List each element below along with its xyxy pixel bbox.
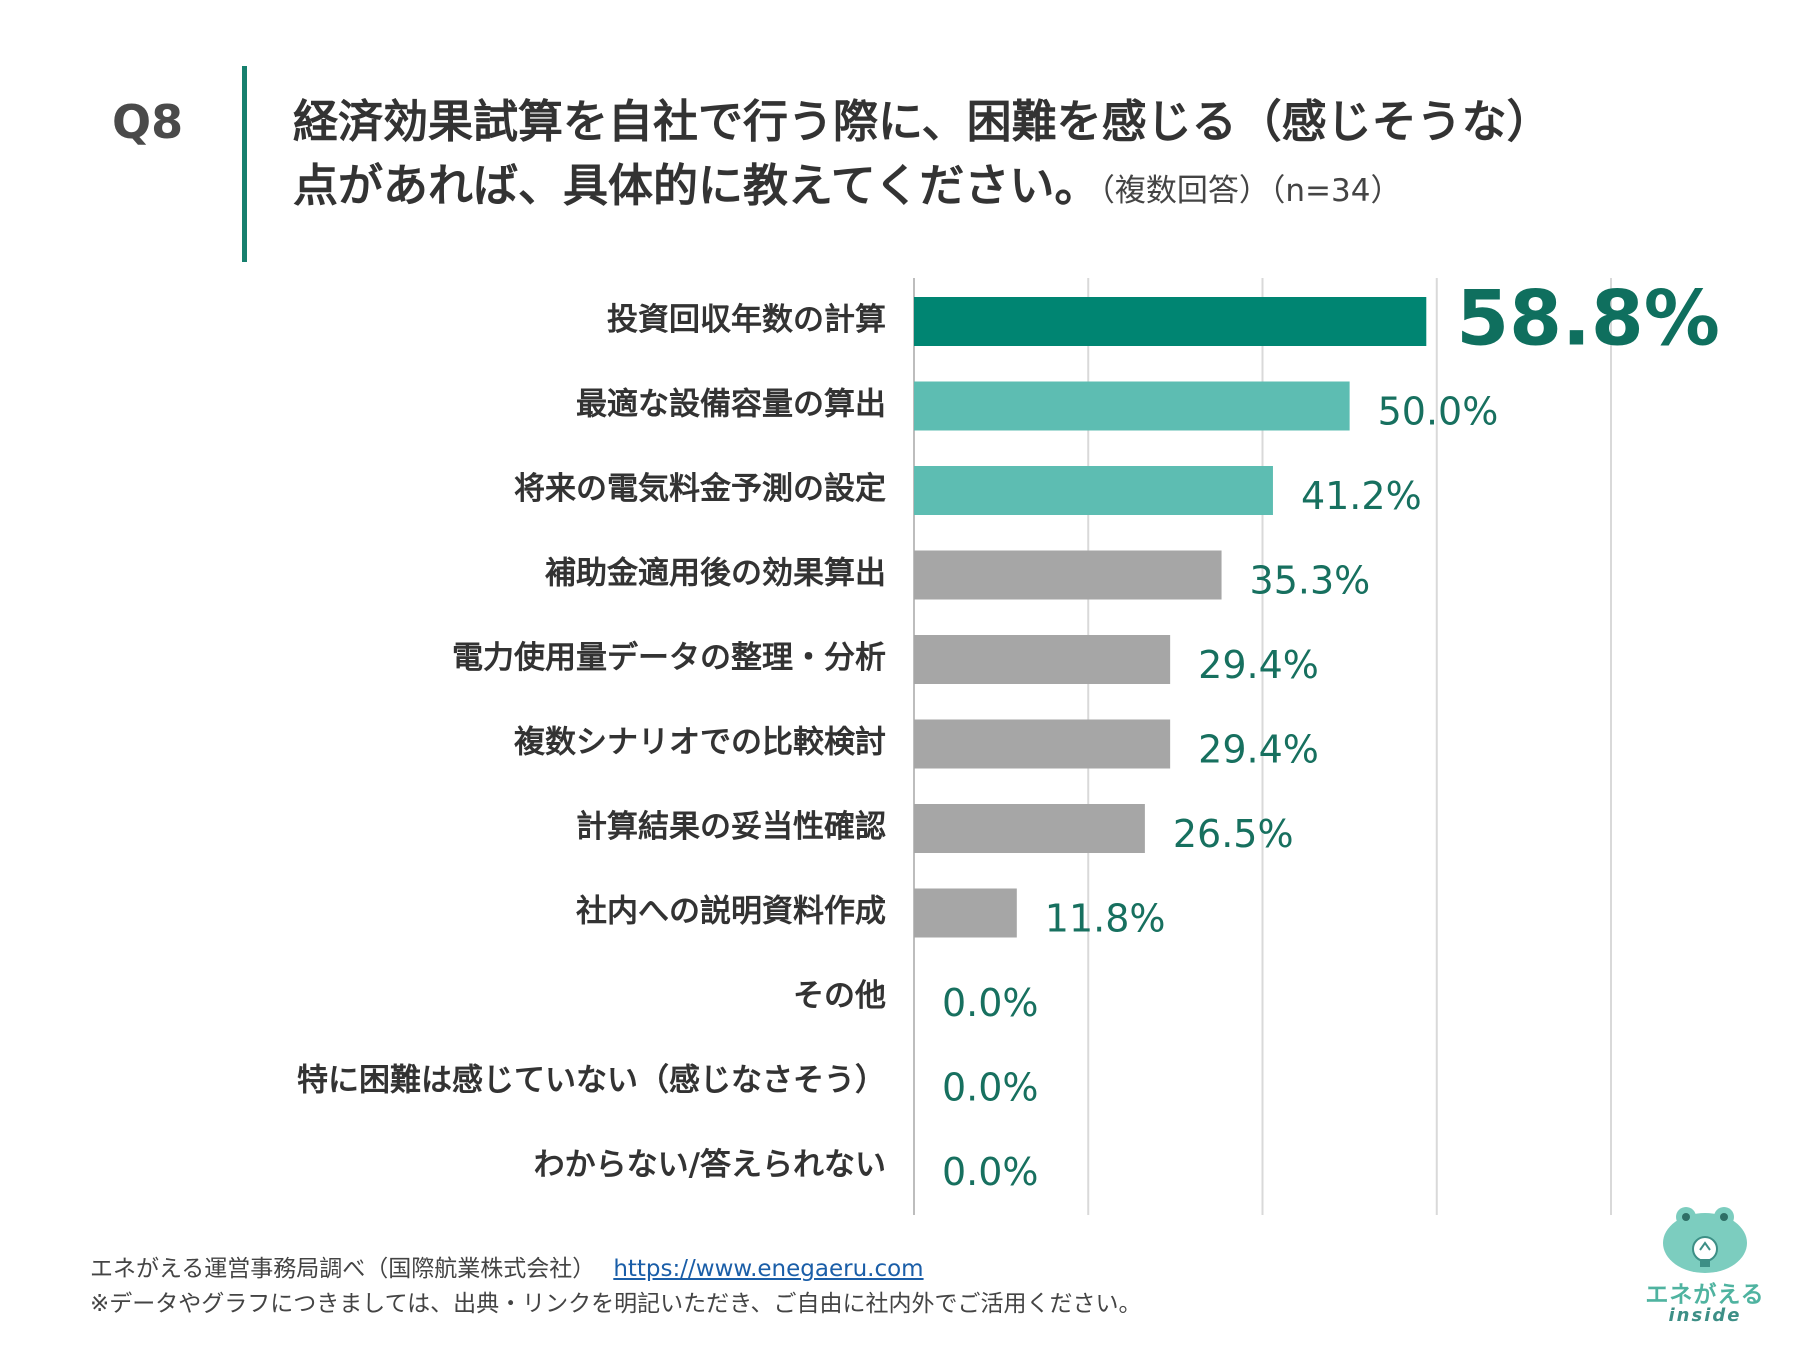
- category-label: 計算結果の妥当性確認: [576, 809, 886, 845]
- footer: エネがえる運営事務局調べ（国際航業株式会社） https://www.enegae…: [90, 1252, 1142, 1322]
- bar: [914, 297, 1427, 346]
- data-label: 11.8%: [1045, 897, 1166, 941]
- bar: [914, 466, 1273, 515]
- title-note: （複数回答）（n=34）: [1099, 173, 1402, 209]
- data-label: 0.0%: [942, 981, 1039, 1025]
- category-label: 電力使用量データの整理・分析: [452, 640, 886, 676]
- title-line-1: 経済効果試算を自社で行う際に、困難を感じる（感じそうな）: [293, 95, 1552, 148]
- bar-chart: 投資回収年数の計算 58.8% 最適な設備容量の算出 50.0% 将来の電気料金予測の設…: [297, 273, 1720, 1215]
- data-label: 26.5%: [1173, 812, 1294, 856]
- bar: [914, 804, 1145, 853]
- category-label: 特に困難は感じていない（感じなさそう）: [297, 1063, 886, 1099]
- data-label: 58.8%: [1456, 273, 1720, 362]
- category-label: 将来の電気料金予測の設定: [514, 471, 886, 507]
- title-line-2-text: 点があれば、具体的に教えてください。: [293, 159, 1100, 212]
- bar: [914, 719, 1171, 769]
- question-number: Q8: [112, 95, 184, 149]
- footer-source-line: エネがえる運営事務局調べ（国際航業株式会社） https://www.enegae…: [90, 1252, 1142, 1287]
- frog-bulb-icon: [1663, 1207, 1747, 1273]
- bar: [914, 550, 1222, 600]
- title-line-2: 点があれば、具体的に教えてください。（複数回答）（n=34）: [293, 154, 1733, 223]
- data-label: 0.0%: [942, 1066, 1039, 1110]
- category-label: その他: [793, 978, 886, 1014]
- data-label: 41.2%: [1301, 474, 1422, 518]
- data-label: 50.0%: [1378, 390, 1499, 434]
- category-label: 補助金適用後の効果算出: [544, 556, 886, 592]
- data-label: 29.4%: [1198, 643, 1319, 687]
- category-label: わからない/答えられない: [534, 1147, 886, 1183]
- footer-link[interactable]: https://www.enegaeru.com: [613, 1256, 924, 1282]
- header-divider: [242, 66, 247, 262]
- footer-source: エネがえる運営事務局調べ（国際航業株式会社）: [90, 1256, 596, 1282]
- category-label: 社内への説明資料作成: [576, 894, 886, 930]
- logo-subtext: inside: [1668, 1305, 1742, 1326]
- page-title: 経済効果試算を自社で行う際に、困難を感じる（感じそうな） 点があれば、具体的に教…: [293, 90, 1733, 223]
- brand-logo: エネがえる inside: [1640, 1195, 1770, 1335]
- bar: [914, 635, 1171, 684]
- logo-text: エネがえる: [1645, 1282, 1765, 1308]
- footer-note: ※データやグラフにつきましては、出典・リンクを明記いただき、ご自由に社内外でご活…: [90, 1291, 1142, 1317]
- category-label: 複数シナリオでの比較検討: [514, 725, 886, 761]
- data-label: 35.3%: [1250, 559, 1371, 603]
- category-label: 最適な設備容量の算出: [576, 387, 886, 423]
- bar: [914, 381, 1350, 431]
- bar: [914, 888, 1017, 938]
- data-label: 0.0%: [942, 1150, 1039, 1194]
- category-label: 投資回収年数の計算: [607, 302, 886, 338]
- data-label: 29.4%: [1198, 728, 1319, 772]
